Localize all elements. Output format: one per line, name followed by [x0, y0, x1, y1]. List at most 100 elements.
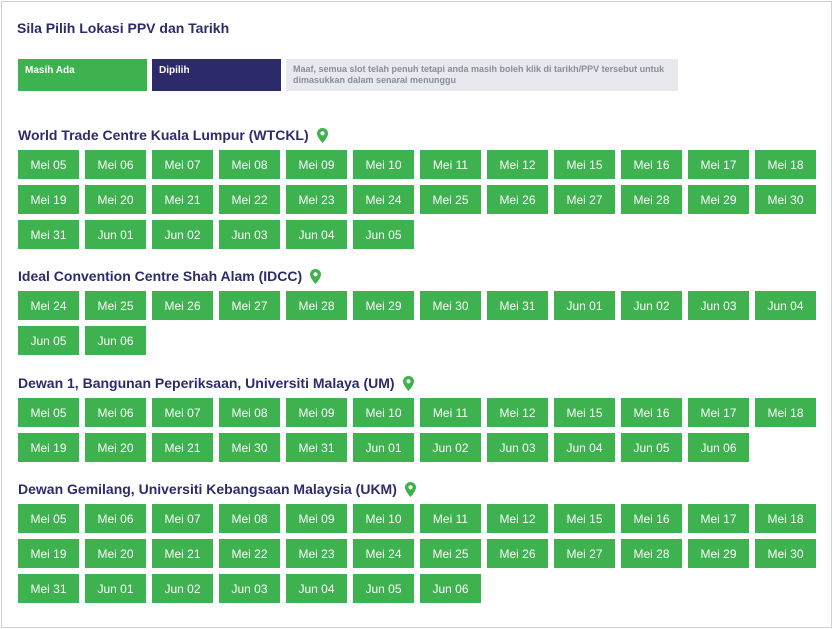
date-slot-button[interactable]: Mei 24 — [353, 539, 414, 568]
date-slot-button[interactable]: Mei 18 — [755, 150, 816, 179]
date-slot-button[interactable]: Mei 06 — [85, 398, 146, 427]
date-slot-button[interactable]: Mei 29 — [688, 539, 749, 568]
date-slot-button[interactable]: Jun 02 — [152, 220, 213, 249]
date-slot-button[interactable]: Jun 03 — [219, 220, 280, 249]
date-slot-button[interactable]: Mei 10 — [353, 398, 414, 427]
date-slot-button[interactable]: Mei 28 — [286, 291, 347, 320]
date-slot-button[interactable]: Mei 11 — [420, 398, 481, 427]
date-slot-button[interactable]: Mei 19 — [18, 539, 79, 568]
date-slot-button[interactable]: Jun 05 — [621, 433, 682, 462]
location-pin-icon[interactable] — [310, 268, 322, 284]
date-slot-button[interactable]: Mei 20 — [85, 433, 146, 462]
date-slot-button[interactable]: Mei 10 — [353, 504, 414, 533]
date-slot-button[interactable]: Mei 25 — [420, 185, 481, 214]
date-slot-button[interactable]: Mei 30 — [219, 433, 280, 462]
date-slot-button[interactable]: Jun 03 — [487, 433, 548, 462]
date-slot-button[interactable]: Mei 09 — [286, 398, 347, 427]
location-pin-icon[interactable] — [316, 127, 328, 143]
date-slot-button[interactable]: Mei 26 — [487, 539, 548, 568]
date-slot-button[interactable]: Mei 26 — [487, 185, 548, 214]
date-slot-button[interactable]: Mei 17 — [688, 150, 749, 179]
date-slot-button[interactable]: Jun 04 — [286, 220, 347, 249]
date-slot-button[interactable]: Jun 06 — [688, 433, 749, 462]
date-slot-button[interactable]: Mei 15 — [554, 150, 615, 179]
date-slot-button[interactable]: Mei 07 — [152, 150, 213, 179]
date-slot-button[interactable]: Mei 05 — [18, 398, 79, 427]
date-slot-button[interactable]: Mei 08 — [219, 504, 280, 533]
date-slot-button[interactable]: Mei 16 — [621, 150, 682, 179]
date-slot-button[interactable]: Mei 05 — [18, 150, 79, 179]
date-slot-button[interactable]: Mei 23 — [286, 185, 347, 214]
date-slot-button[interactable]: Mei 18 — [755, 504, 816, 533]
date-slot-button[interactable]: Jun 01 — [85, 220, 146, 249]
date-slot-button[interactable]: Mei 26 — [152, 291, 213, 320]
date-slot-button[interactable]: Mei 17 — [688, 398, 749, 427]
date-slot-button[interactable]: Jun 02 — [420, 433, 481, 462]
date-slot-button[interactable]: Mei 31 — [487, 291, 548, 320]
date-slot-button[interactable]: Mei 22 — [219, 185, 280, 214]
date-slot-button[interactable]: Mei 16 — [621, 398, 682, 427]
date-slot-button[interactable]: Mei 15 — [554, 398, 615, 427]
date-slot-button[interactable]: Mei 07 — [152, 398, 213, 427]
date-slot-button[interactable]: Mei 09 — [286, 504, 347, 533]
date-slot-button[interactable]: Mei 11 — [420, 504, 481, 533]
location-pin-icon[interactable] — [402, 375, 414, 391]
date-slot-button[interactable]: Mei 12 — [487, 150, 548, 179]
date-slot-button[interactable]: Jun 03 — [688, 291, 749, 320]
date-slot-button[interactable]: Mei 31 — [18, 220, 79, 249]
date-slot-button[interactable]: Mei 18 — [755, 398, 816, 427]
date-slot-button[interactable]: Mei 19 — [18, 433, 79, 462]
date-slot-button[interactable]: Mei 24 — [18, 291, 79, 320]
date-slot-button[interactable]: Mei 12 — [487, 504, 548, 533]
date-slot-button[interactable]: Jun 06 — [85, 326, 146, 355]
date-slot-button[interactable]: Mei 08 — [219, 150, 280, 179]
date-slot-button[interactable]: Mei 06 — [85, 150, 146, 179]
date-slot-button[interactable]: Jun 05 — [353, 220, 414, 249]
date-slot-button[interactable]: Jun 03 — [219, 574, 280, 603]
date-slot-button[interactable]: Jun 04 — [286, 574, 347, 603]
date-slot-button[interactable]: Mei 28 — [621, 185, 682, 214]
date-slot-button[interactable]: Mei 27 — [554, 539, 615, 568]
date-slot-button[interactable]: Mei 30 — [420, 291, 481, 320]
date-slot-button[interactable]: Mei 31 — [286, 433, 347, 462]
date-slot-button[interactable]: Jun 05 — [18, 326, 79, 355]
date-slot-button[interactable]: Mei 21 — [152, 185, 213, 214]
date-slot-button[interactable]: Jun 01 — [353, 433, 414, 462]
date-slot-button[interactable]: Jun 02 — [621, 291, 682, 320]
date-slot-button[interactable]: Jun 01 — [554, 291, 615, 320]
date-slot-button[interactable]: Mei 27 — [219, 291, 280, 320]
date-slot-button[interactable]: Mei 17 — [688, 504, 749, 533]
date-slot-button[interactable]: Mei 21 — [152, 433, 213, 462]
date-slot-button[interactable]: Jun 06 — [420, 574, 481, 603]
date-slot-button[interactable]: Mei 05 — [18, 504, 79, 533]
date-slot-button[interactable]: Mei 28 — [621, 539, 682, 568]
date-slot-button[interactable]: Mei 12 — [487, 398, 548, 427]
date-slot-button[interactable]: Mei 20 — [85, 539, 146, 568]
date-slot-button[interactable]: Mei 30 — [755, 539, 816, 568]
date-slot-button[interactable]: Mei 09 — [286, 150, 347, 179]
date-slot-button[interactable]: Mei 16 — [621, 504, 682, 533]
date-slot-button[interactable]: Mei 11 — [420, 150, 481, 179]
date-slot-button[interactable]: Mei 20 — [85, 185, 146, 214]
date-slot-button[interactable]: Jun 04 — [554, 433, 615, 462]
date-slot-button[interactable]: Mei 19 — [18, 185, 79, 214]
date-slot-button[interactable]: Jun 04 — [755, 291, 816, 320]
date-slot-button[interactable]: Jun 01 — [85, 574, 146, 603]
date-slot-button[interactable]: Jun 05 — [353, 574, 414, 603]
date-slot-button[interactable]: Mei 29 — [688, 185, 749, 214]
date-slot-button[interactable]: Mei 07 — [152, 504, 213, 533]
location-pin-icon[interactable] — [404, 481, 416, 497]
date-slot-button[interactable]: Mei 10 — [353, 150, 414, 179]
date-slot-button[interactable]: Mei 25 — [85, 291, 146, 320]
date-slot-button[interactable]: Jun 02 — [152, 574, 213, 603]
date-slot-button[interactable]: Mei 29 — [353, 291, 414, 320]
date-slot-button[interactable]: Mei 24 — [353, 185, 414, 214]
date-slot-button[interactable]: Mei 30 — [755, 185, 816, 214]
date-slot-button[interactable]: Mei 22 — [219, 539, 280, 568]
date-slot-button[interactable]: Mei 06 — [85, 504, 146, 533]
date-slot-button[interactable]: Mei 08 — [219, 398, 280, 427]
date-slot-button[interactable]: Mei 15 — [554, 504, 615, 533]
date-slot-button[interactable]: Mei 23 — [286, 539, 347, 568]
date-slot-button[interactable]: Mei 21 — [152, 539, 213, 568]
date-slot-button[interactable]: Mei 25 — [420, 539, 481, 568]
